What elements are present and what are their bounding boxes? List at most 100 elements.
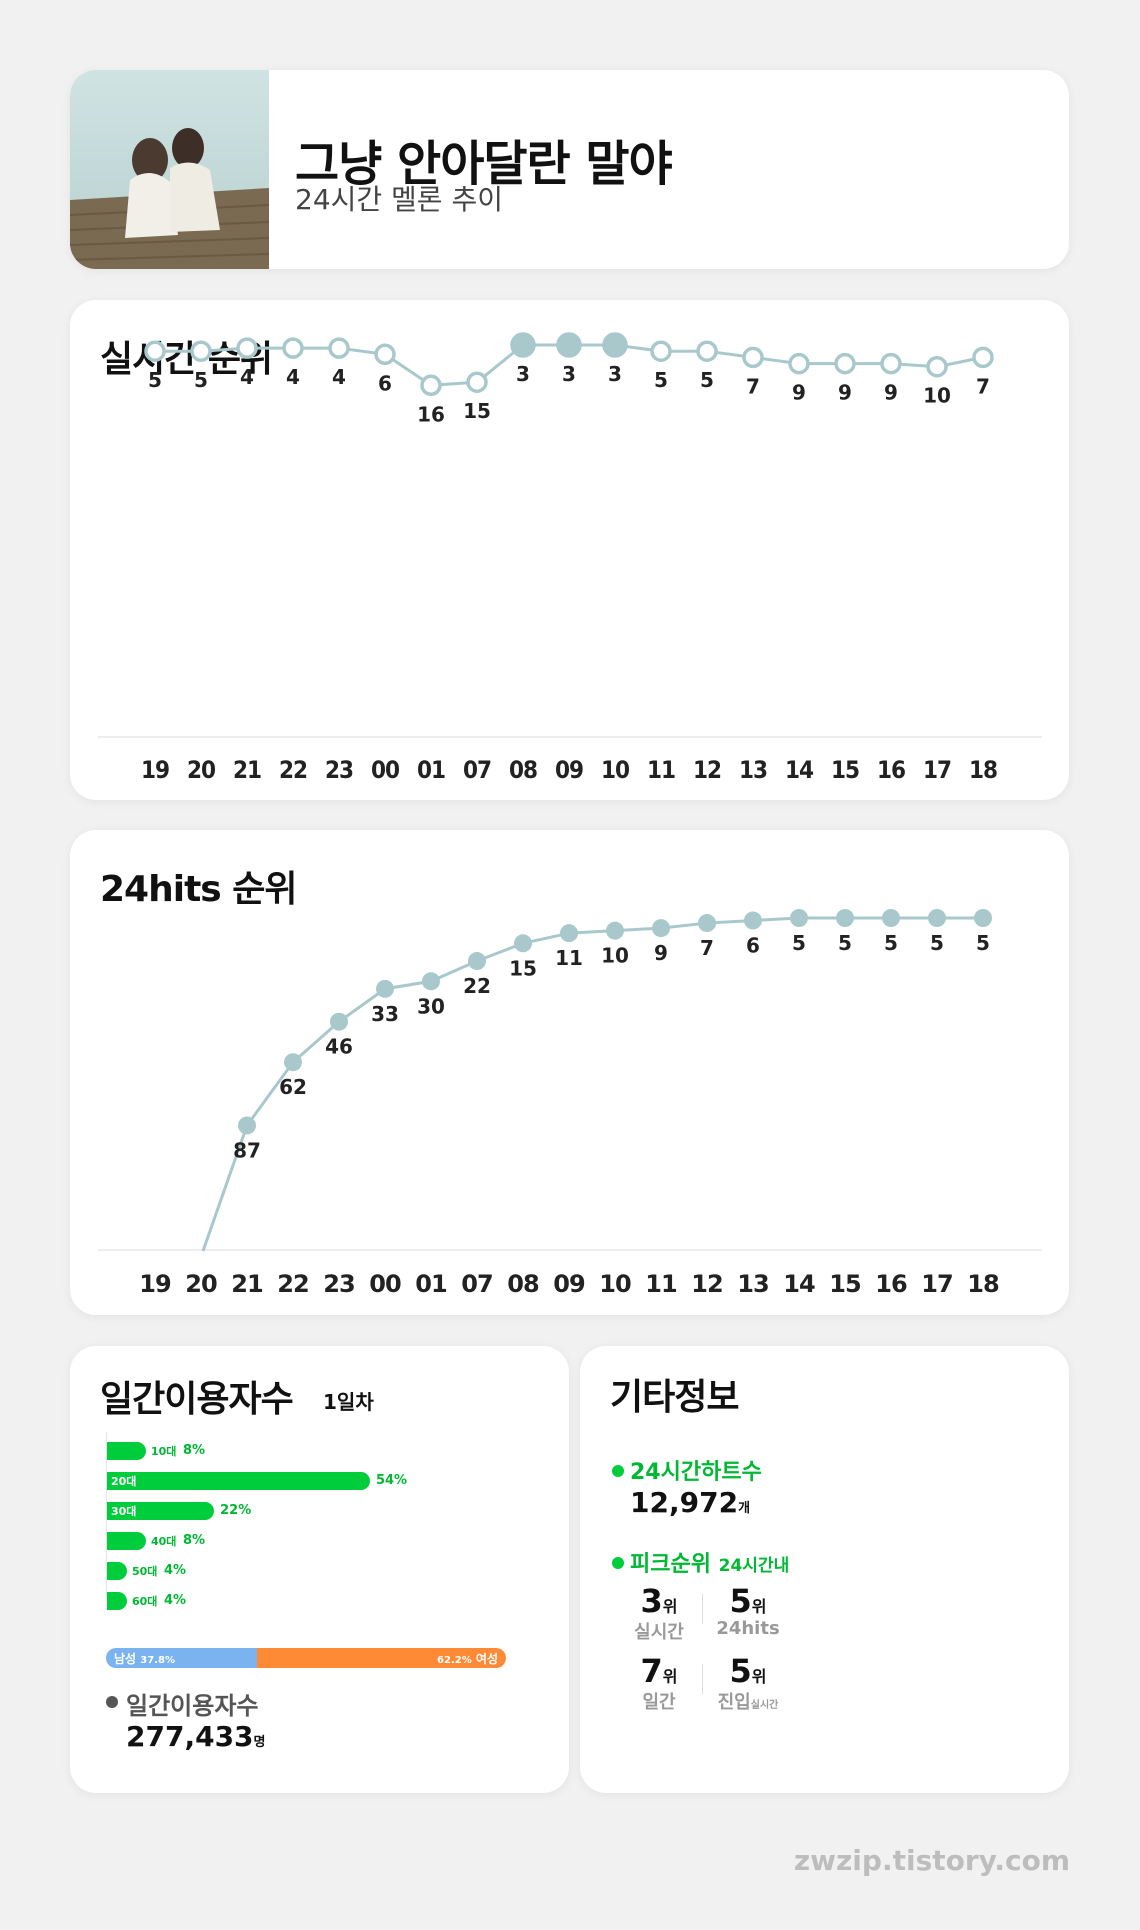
data-label: 6 bbox=[746, 934, 760, 958]
data-point bbox=[144, 340, 166, 362]
data-label: 10 bbox=[923, 384, 951, 408]
x-tick-label: 16 bbox=[875, 1270, 907, 1298]
gender-male-pct: 37.8% bbox=[140, 1655, 175, 1666]
age-pct-label: 4% bbox=[164, 1563, 187, 1578]
realtime-rank-chart: 5 5 4 4 4 6 16 15 3 3 3 5 5 7 9 9 9 10 7 19 20 21 22 23 00 01 07 08… bbox=[98, 332, 1042, 784]
data-label: 10 bbox=[601, 944, 629, 968]
data-label: 5 bbox=[148, 368, 162, 392]
age-bar bbox=[107, 1502, 215, 1520]
peak-daily-unit: 위 bbox=[662, 1667, 678, 1686]
x-tick-label: 08 bbox=[507, 1270, 539, 1298]
data-label: 4 bbox=[332, 365, 346, 389]
x-tick-label: 11 bbox=[645, 1270, 677, 1298]
data-point bbox=[926, 355, 948, 378]
age-bar bbox=[107, 1562, 127, 1580]
data-point bbox=[882, 909, 900, 927]
data-label: 15 bbox=[463, 399, 491, 423]
data-point bbox=[422, 972, 440, 991]
peak-rank-label: 피크순위 24시간내 bbox=[630, 1546, 789, 1578]
data-point bbox=[556, 332, 582, 358]
data-point bbox=[698, 914, 716, 933]
x-tick-label: 18 bbox=[967, 1270, 999, 1298]
data-point bbox=[696, 340, 718, 362]
header-card: 그냥 안아달란 말야 24시간 멜론 추이 bbox=[70, 70, 1069, 269]
data-label: 4 bbox=[286, 365, 300, 389]
peak-realtime-unit: 위 bbox=[662, 1597, 678, 1616]
hits-rank-chart: 87 62 46 33 30 22 15 11 10 9 7 6 5 5 5 5 5 19 20 21 22 23 00 01… bbox=[98, 909, 1042, 1298]
hearts-label: 24시간하트수 bbox=[630, 1460, 762, 1485]
bullet-dot bbox=[612, 1557, 624, 1569]
age-axis-line bbox=[106, 1432, 107, 1597]
daily-users-title: 일간이용자수 bbox=[100, 1379, 294, 1420]
data-point bbox=[328, 337, 350, 359]
gender-male-segment bbox=[106, 1648, 258, 1668]
daily-users-card: 일간이용자수 1일차 10대 8% 20대 54% 30대 22% 40대 8% 50대 4% 60… bbox=[70, 1346, 569, 1793]
data-label: 6 bbox=[378, 371, 392, 395]
data-label: 46 bbox=[325, 1035, 353, 1059]
gender-male-text: 남성 37.8% bbox=[114, 1650, 175, 1667]
x-tick-label: 01 bbox=[417, 756, 445, 784]
daily-users-subtitle: 1일차 bbox=[323, 1390, 374, 1414]
peak-24hits-num: 5 bbox=[729, 1582, 752, 1620]
gender-ratio-bar: 남성 37.8% 62.2% 여성 bbox=[106, 1648, 506, 1668]
peak-rank-title: 피크순위 bbox=[630, 1552, 711, 1577]
x-tick-label: 09 bbox=[555, 756, 583, 784]
age-pct-label: 8% bbox=[182, 1533, 206, 1548]
data-point bbox=[466, 371, 488, 393]
etc-info-title: 기타정보 bbox=[610, 1377, 739, 1418]
peak-realtime-name: 실시간 bbox=[634, 1622, 684, 1643]
data-label: 9 bbox=[654, 941, 668, 965]
peak-daily-num: 7 bbox=[640, 1652, 663, 1690]
data-label: 62 bbox=[279, 1075, 307, 1099]
data-point bbox=[606, 921, 624, 940]
x-tick-label: 11 bbox=[647, 756, 675, 784]
data-label: 4 bbox=[240, 365, 254, 389]
age-bar bbox=[107, 1532, 146, 1550]
x-tick-label: 01 bbox=[415, 1270, 447, 1298]
data-label: 7 bbox=[746, 374, 760, 398]
data-point bbox=[744, 911, 762, 930]
data-point bbox=[420, 374, 442, 397]
data-label: 16 bbox=[417, 402, 445, 426]
data-point bbox=[514, 934, 532, 953]
data-label: 3 bbox=[562, 362, 576, 386]
peak-daily: 7위 일간 bbox=[624, 1652, 694, 1714]
data-label: 3 bbox=[516, 362, 530, 386]
x-tick-label: 14 bbox=[785, 756, 814, 784]
x-tick-label: 10 bbox=[599, 1270, 631, 1298]
data-label: 5 bbox=[792, 931, 806, 955]
x-tick-label: 00 bbox=[371, 756, 399, 784]
data-label: 9 bbox=[884, 381, 898, 405]
data-point bbox=[742, 346, 764, 369]
footer-credit: zwzip.tistory.com bbox=[793, 1844, 1070, 1877]
age-category-label: 40대 bbox=[150, 1535, 177, 1548]
peak-entry: 5위 진입실시간 bbox=[708, 1652, 788, 1714]
realtime-rank-card: 실시간 순위 5 5 4 4 4 6 16 15 3 3 3 5 5 7 9 9 9 10 7 19 20 21 22 23 0… bbox=[70, 300, 1069, 800]
data-point bbox=[236, 337, 258, 359]
data-label: 33 bbox=[371, 1002, 399, 1026]
data-label: 11 bbox=[555, 946, 583, 970]
series-line bbox=[201, 916, 983, 1252]
hearts-count: 12,972 bbox=[630, 1486, 739, 1519]
data-label: 9 bbox=[792, 381, 806, 405]
x-tick-label: 12 bbox=[693, 756, 721, 784]
peak-divider bbox=[702, 1594, 703, 1624]
age-category-label: 60대 bbox=[132, 1595, 158, 1608]
bullet-dot bbox=[612, 1465, 624, 1477]
x-tick-label: 15 bbox=[829, 1270, 861, 1298]
data-point bbox=[652, 919, 670, 938]
age-bar bbox=[107, 1592, 127, 1610]
gender-female-pct: 62.2% bbox=[437, 1655, 472, 1666]
x-tick-label: 13 bbox=[737, 1270, 768, 1298]
age-pct-label: 8% bbox=[182, 1443, 206, 1458]
x-tick-label: 13 bbox=[739, 756, 767, 784]
age-pct-label: 54% bbox=[375, 1473, 408, 1488]
data-label: 5 bbox=[194, 368, 208, 392]
song-title: 그냥 안아달란 말야 bbox=[295, 136, 673, 192]
x-tick-label: 14 bbox=[783, 1270, 815, 1298]
peak-entry-num: 5 bbox=[729, 1652, 752, 1690]
data-point bbox=[788, 352, 810, 375]
x-tick-label: 08 bbox=[509, 756, 537, 784]
data-point bbox=[972, 346, 994, 369]
data-label: 87 bbox=[233, 1138, 261, 1162]
